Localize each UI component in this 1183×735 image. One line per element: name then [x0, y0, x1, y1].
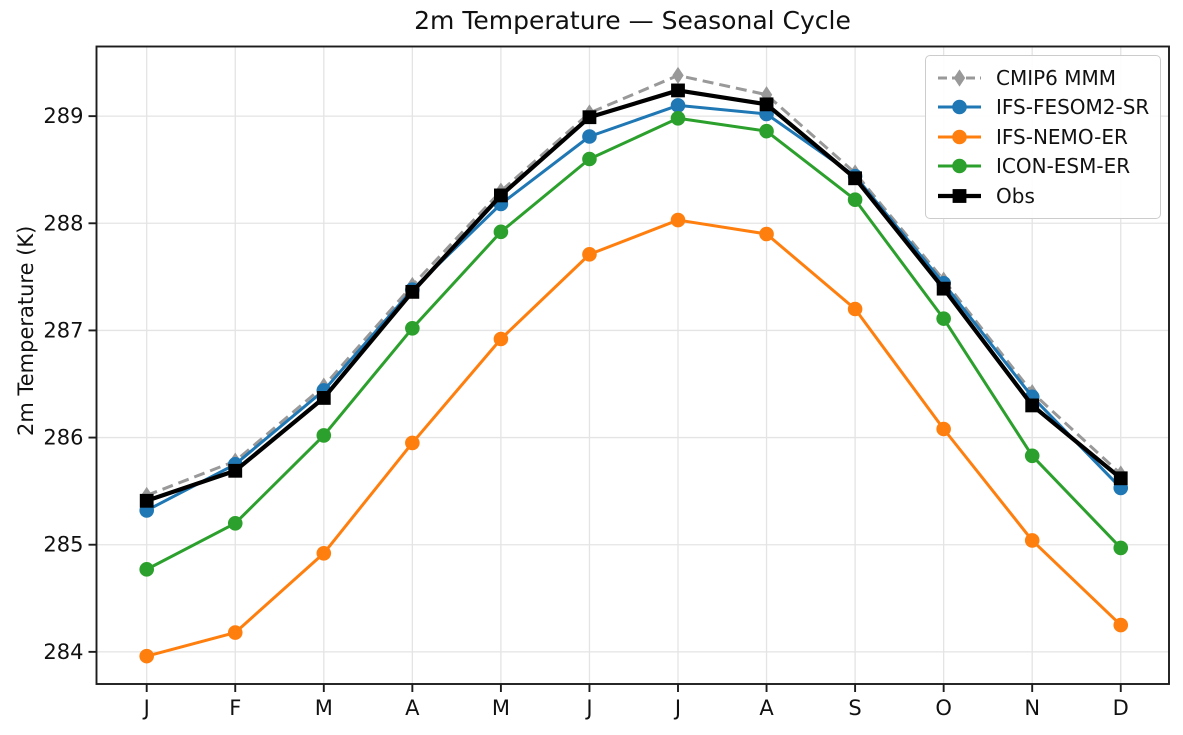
x-tick-label: J — [673, 696, 681, 720]
data-point-circle — [227, 625, 243, 640]
legend-sample — [938, 129, 981, 145]
data-point-circle — [405, 320, 420, 336]
data-point-circle — [1024, 533, 1040, 548]
series-line — [146, 73, 1122, 497]
y-tick-label: 284 — [43, 640, 83, 664]
data-point-square — [316, 391, 331, 405]
y-tick-label: 285 — [43, 533, 83, 557]
legend-item-ifs-fesom2-sr: IFS-FESOM2-SR — [936, 93, 1150, 123]
x-tick-label: A — [405, 696, 420, 720]
x-tick-label: M — [492, 696, 510, 720]
series-line — [146, 116, 1122, 571]
series-obs — [139, 83, 1128, 508]
data-point-square — [139, 493, 154, 508]
y-tick-label: 288 — [43, 211, 83, 235]
series-ifs-nemo-er — [139, 212, 1129, 664]
legend-item-icon-esm-er: ICON-ESM-ER — [936, 152, 1150, 182]
data-point-circle — [1113, 617, 1129, 633]
legend-sample — [938, 69, 981, 87]
data-point-circle — [582, 129, 597, 144]
series-line — [146, 218, 1122, 658]
data-point-circle — [936, 311, 951, 326]
axes-frame — [95, 45, 1170, 685]
x-tick-label: J — [142, 696, 150, 720]
legend-item-obs: Obs — [936, 181, 1150, 211]
data-point-diamond — [672, 66, 684, 85]
data-point-circle — [847, 192, 863, 208]
x-tick-label: A — [759, 696, 774, 720]
x-tick-label: F — [229, 696, 241, 720]
data-point-circle — [759, 123, 774, 139]
y-tick-label: 286 — [43, 426, 83, 450]
data-point-circle — [139, 648, 154, 664]
data-point-circle — [227, 515, 243, 531]
x-tick-label: N — [1024, 696, 1040, 720]
data-point-circle — [670, 212, 686, 228]
chart-title: 2m Temperature — Seasonal Cycle — [414, 6, 851, 35]
legend-sample — [938, 188, 981, 203]
x-tick-label: D — [1113, 696, 1129, 720]
data-point-square — [936, 281, 951, 296]
data-point-circle — [952, 158, 967, 174]
data-point-circle — [952, 99, 967, 115]
y-axis-label: 2m Temperature (K) — [14, 225, 38, 436]
legend-label: ICON-ESM-ER — [996, 154, 1131, 179]
data-point-circle — [493, 331, 509, 347]
data-point-circle — [316, 545, 332, 561]
data-point-circle — [759, 226, 774, 242]
data-point-circle — [139, 562, 154, 577]
data-point-square — [759, 97, 774, 112]
data-point-circle — [1024, 448, 1040, 464]
data-point-circle — [1113, 540, 1129, 556]
data-point-circle — [936, 421, 951, 437]
series-icon-esm-er — [139, 110, 1129, 577]
legend-item-ifs-nemo-er: IFS-NEMO-ER — [936, 122, 1150, 152]
data-point-circle — [670, 110, 686, 126]
legend-item-cmip6-mmm: CMIP6 MMM — [936, 63, 1150, 93]
data-point-circle — [582, 151, 597, 167]
legend-label: IFS-NEMO-ER — [996, 124, 1128, 149]
x-tick-label: S — [848, 696, 861, 720]
data-point-circle — [316, 428, 332, 443]
legend-sample — [938, 158, 981, 174]
data-point-square — [1025, 398, 1040, 413]
y-tick-label: 287 — [43, 318, 83, 342]
legend-label: CMIP6 MMM — [996, 65, 1117, 90]
data-point-circle — [847, 301, 863, 317]
data-point-square — [228, 463, 243, 478]
legend-label: Obs — [996, 183, 1035, 208]
data-point-circle — [405, 435, 420, 451]
data-point-square — [582, 110, 597, 125]
data-point-diamond — [953, 69, 966, 87]
series-line — [146, 88, 1123, 503]
data-point-circle — [670, 98, 686, 113]
data-point-circle — [582, 247, 597, 262]
data-point-square — [405, 284, 420, 299]
data-point-square — [848, 171, 862, 186]
data-point-square — [1113, 471, 1128, 486]
data-point-circle — [493, 224, 509, 240]
data-point-circle — [952, 129, 967, 145]
x-tick-label: J — [584, 696, 592, 720]
legend: CMIP6 MMM IFS-FESOM2-SR IFS-NEMO-ER ICON-ES… — [925, 55, 1161, 219]
data-point-square — [952, 188, 967, 203]
x-tick-label: O — [935, 696, 952, 720]
data-point-square — [494, 188, 508, 203]
data-point-diamond — [760, 86, 773, 104]
legend-label: IFS-FESOM2-SR — [996, 95, 1150, 120]
y-tick-label: 289 — [43, 104, 83, 128]
series-line — [146, 103, 1122, 512]
x-tick-label: M — [315, 696, 333, 720]
legend-sample — [938, 99, 981, 115]
data-point-square — [671, 83, 685, 98]
